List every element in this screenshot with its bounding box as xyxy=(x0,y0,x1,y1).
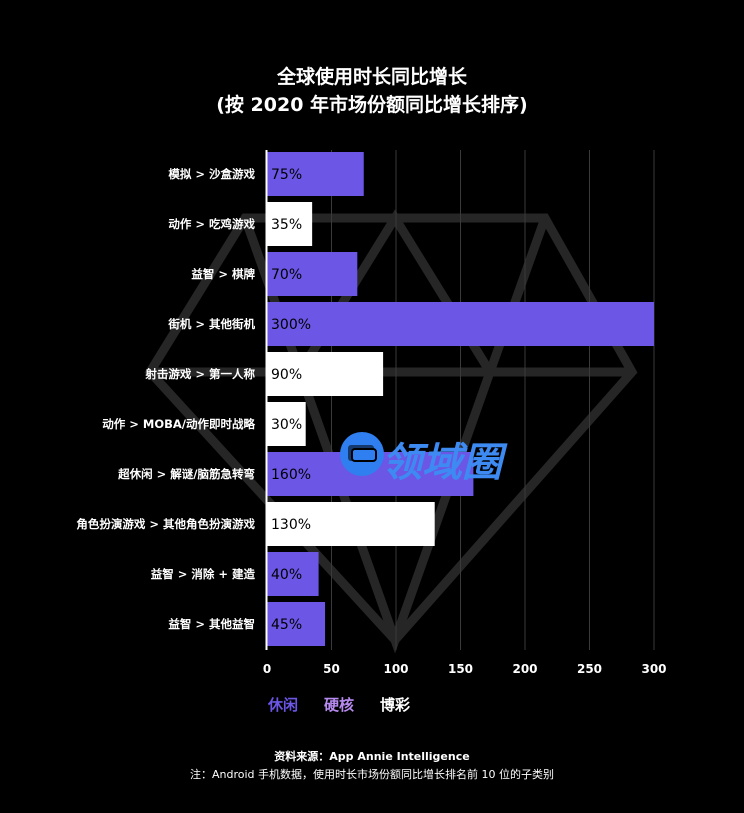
bar-value-label: 130% xyxy=(271,517,311,533)
x-tick-label: 0 xyxy=(263,662,271,676)
bar-value-label: 35% xyxy=(271,217,302,233)
category-label: 动作 > 吃鸡游戏 xyxy=(168,217,255,231)
chart-subtitle: (按 2020 年市场份额同比增长排序) xyxy=(216,94,528,116)
x-tick-labels: 0 50 100 150 200 250 300 xyxy=(263,662,667,676)
x-tick-label: 250 xyxy=(577,662,602,676)
bar xyxy=(267,352,384,396)
category-label: 超休闲 > 解谜/脑筋急转弯 xyxy=(117,467,255,481)
legend-label-hardcore: 硬核 xyxy=(324,696,355,714)
legend-item-hardcore: 硬核 xyxy=(324,694,354,715)
bar-value-label: 40% xyxy=(271,567,302,583)
source-note: 资料来源：App Annie Intelligence xyxy=(274,750,470,763)
category-label: 益智 > 其他益智 xyxy=(168,617,255,631)
bar xyxy=(267,502,435,546)
brand-watermark: 领域圈 xyxy=(338,430,548,486)
bar-value-label: 160% xyxy=(271,467,311,483)
bar-value-label: 90% xyxy=(271,367,302,383)
brand-logo-icon xyxy=(340,432,384,476)
footnote: 注：Android 手机数据，使用时长市场份额同比增长排名前 10 位的子类别 xyxy=(189,768,554,781)
bar-value-label: 45% xyxy=(271,617,302,633)
bar xyxy=(267,602,326,646)
category-label: 射击游戏 > 第一人称 xyxy=(144,367,255,381)
legend-label-casual: 休闲 xyxy=(268,696,299,714)
bar xyxy=(267,302,654,346)
grid-lines xyxy=(331,150,655,650)
bar-value-label: 70% xyxy=(271,267,302,283)
category-label: 益智 > 棋牌 xyxy=(191,267,255,281)
category-label: 模拟 > 沙盒游戏 xyxy=(168,167,255,181)
bar xyxy=(267,402,306,446)
bar-value-label: 300% xyxy=(271,317,311,333)
bar xyxy=(267,202,313,246)
bar-chart: 75% 35% 70% 300% 90% 30% 160% 130% 40% 45% 模拟 > 沙… xyxy=(76,150,667,676)
x-tick-label: 50 xyxy=(323,662,340,676)
x-tick-label: 150 xyxy=(448,662,473,676)
category-label: 角色扮演游戏 > 其他角色扮演游戏 xyxy=(76,517,255,531)
category-label: 街机 > 其他街机 xyxy=(167,317,255,331)
bars: 75% 35% 70% 300% 90% 30% 160% 130% 40% 45% xyxy=(267,152,654,646)
category-label: 益智 > 消除 + 建造 xyxy=(151,567,256,581)
legend-label-casino: 博彩 xyxy=(380,696,411,714)
legend-item-casual: 休闲 xyxy=(268,694,298,715)
bar xyxy=(267,552,319,596)
bar xyxy=(267,152,364,196)
category-label: 动作 > MOBA/动作即时战略 xyxy=(102,417,255,431)
x-tick-label: 200 xyxy=(512,662,537,676)
legend-item-casino: 博彩 xyxy=(380,694,410,715)
bar-value-label: 75% xyxy=(271,167,302,183)
bar-value-label: 30% xyxy=(271,417,302,433)
bar xyxy=(267,252,358,296)
brand-watermark-text: 领域圈 xyxy=(382,440,502,486)
x-tick-label: 100 xyxy=(383,662,408,676)
x-tick-label: 300 xyxy=(641,662,666,676)
chart-title: 全球使用时长同比增长 xyxy=(276,66,467,88)
